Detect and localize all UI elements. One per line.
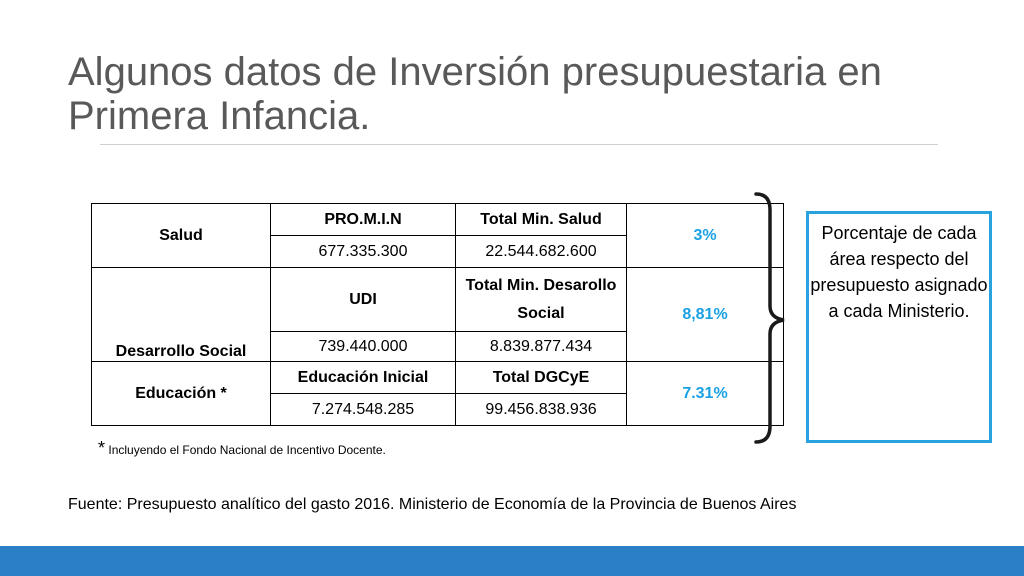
desarrollo-col3-value: 8.839.877.434: [455, 331, 627, 362]
footer-bar: [0, 546, 1024, 576]
source-note: Fuente: Presupuesto analítico del gasto …: [68, 496, 797, 513]
table-row: 677.335.300 22.544.682.600: [92, 235, 784, 268]
salud-label: Salud: [91, 203, 271, 268]
salud-col3-value: 22.544.682.600: [455, 235, 627, 268]
desarrollo-col2-header: UDI: [270, 267, 456, 332]
table-row: Educación * Educación Inicial Total DGCy…: [91, 361, 784, 426]
desarrollo-percentage: 8,81%: [626, 267, 784, 362]
desarrollo-col3-header: Total Min. Desarollo Social: [455, 267, 627, 332]
table-row: Desarrollo Social UDI Total Min. Desarol…: [91, 267, 784, 362]
salud-col2-header: PRO.M.I.N: [270, 203, 456, 236]
educacion-percentage: 7.31%: [626, 361, 784, 426]
title-divider: [100, 144, 938, 145]
curly-brace-icon: [754, 192, 785, 444]
educacion-col3-value: 99.456.838.936: [455, 393, 627, 426]
callout-box: Porcentaje de cada área respecto del pre…: [806, 211, 992, 443]
educacion-col3-header: Total DGCyE: [455, 361, 627, 394]
educacion-col2-value: 7.274.548.285: [270, 393, 456, 426]
educacion-col2-header: Educación Inicial: [270, 361, 456, 394]
salud-percentage: 3%: [626, 203, 784, 268]
educacion-label: Educación *: [91, 361, 271, 426]
desarrollo-label: Desarrollo Social: [91, 267, 271, 362]
salud-col2-value: 677.335.300: [270, 235, 456, 268]
footnote-text: Incluyendo el Fondo Nacional de Incentiv…: [108, 443, 386, 457]
table-row: 739.440.000 8.839.877.434: [92, 331, 784, 362]
table-row: 7.274.548.285 99.456.838.936: [92, 393, 784, 426]
footnote: * Incluyendo el Fondo Nacional de Incent…: [98, 438, 386, 459]
footnote-star: *: [98, 438, 106, 458]
page-title: Algunos datos de Inversión presupuestari…: [68, 50, 882, 138]
salud-col3-header: Total Min. Salud: [455, 203, 627, 236]
budget-table: Salud PRO.M.I.N Total Min. Salud 3% 677.…: [91, 203, 784, 426]
desarrollo-col2-value: 739.440.000: [270, 331, 456, 362]
table-row: Salud PRO.M.I.N Total Min. Salud 3%: [91, 203, 784, 268]
